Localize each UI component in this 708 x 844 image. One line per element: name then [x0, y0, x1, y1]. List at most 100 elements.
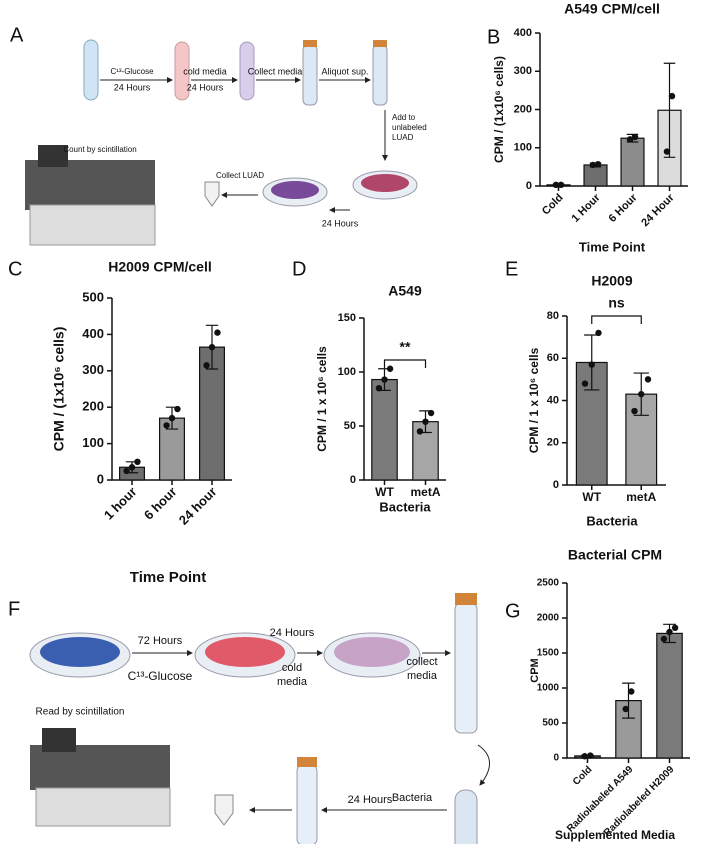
data-point	[174, 405, 181, 413]
schematic-label: C¹³-Glucose	[110, 67, 154, 76]
schematic-label: Add to	[392, 113, 416, 122]
y-tick-label: 1500	[537, 648, 560, 659]
y-tick-label: 400	[514, 27, 532, 39]
y-tick-label: 50	[344, 420, 356, 432]
data-point	[595, 329, 602, 337]
y-tick-label: 2500	[537, 578, 560, 589]
data-point	[557, 181, 565, 189]
data-point	[134, 458, 141, 465]
data-point	[208, 343, 216, 351]
x-tick-label: 24 hour	[176, 484, 220, 528]
significance-bracket	[591, 315, 642, 324]
x-axis-label: Bacteria	[379, 499, 431, 514]
panel-letter: D	[292, 258, 306, 280]
data-point	[128, 464, 136, 471]
y-tick-label: 300	[82, 362, 104, 377]
data-point	[622, 705, 629, 713]
schematic-label: Collect media	[248, 66, 303, 76]
bar	[583, 164, 608, 187]
y-tick-label: 1000	[537, 683, 560, 694]
data-point	[626, 136, 634, 143]
y-tick-label: 20	[547, 437, 559, 449]
significance-label: ns	[608, 295, 625, 311]
schematic-label: Count by scintillation	[63, 145, 136, 154]
data-point	[427, 409, 435, 417]
schematic-label: cold media	[183, 66, 227, 76]
bar	[625, 393, 658, 486]
data-point	[638, 390, 645, 398]
data-point	[386, 365, 394, 372]
bar	[656, 632, 683, 759]
schematic-label: 24 Hours	[348, 794, 393, 806]
data-point	[381, 376, 388, 383]
schematic-label: media	[277, 676, 308, 688]
schematic-label: Collect LUAD	[216, 171, 264, 180]
schematic-label: 24 Hours	[270, 627, 315, 639]
schematic-label: 24 Hours	[114, 82, 151, 92]
data-point	[644, 376, 652, 383]
y-tick-label: 400	[82, 326, 104, 341]
significance-label: **	[400, 339, 411, 355]
data-point	[589, 161, 597, 169]
y-tick-label: 500	[542, 718, 559, 729]
y-tick-label: 500	[82, 289, 104, 304]
y-tick-label: 200	[514, 103, 532, 115]
data-point	[581, 753, 588, 760]
y-tick-label: 80	[547, 310, 559, 322]
data-point	[631, 407, 638, 415]
x-tick-label: 24 Hour	[639, 191, 677, 229]
data-point	[168, 414, 176, 422]
x-tick-label: metA	[410, 485, 440, 499]
x-tick-label: 6 Hour	[607, 191, 641, 225]
x-axis-label: Bacteria	[586, 513, 638, 528]
y-tick-label: 150	[338, 312, 356, 324]
data-point	[671, 624, 679, 631]
schematic-label: 24 Hours	[187, 82, 224, 92]
y-tick-label: 200	[82, 399, 104, 414]
error-bar	[622, 682, 635, 719]
x-axis-label: Supplemented Media	[555, 828, 675, 842]
chart-title: H2009	[591, 273, 632, 289]
chart-title: H2009 CPM/cell	[108, 259, 212, 275]
y-tick-label: 0	[553, 753, 559, 764]
x-tick-label: 6 hour	[141, 484, 180, 523]
schematic-label: 72 Hours	[138, 635, 183, 647]
y-tick-label: 100	[338, 366, 356, 378]
chart-title: A549 CPM/cell	[564, 1, 660, 17]
data-point	[628, 688, 635, 695]
data-point	[631, 133, 639, 141]
panel-letter: F	[8, 598, 20, 620]
y-tick-label: 0	[350, 474, 356, 486]
y-tick-label: 0	[553, 479, 559, 491]
y-tick-label: 40	[547, 394, 559, 406]
data-point	[663, 148, 671, 155]
data-point	[203, 362, 210, 369]
y-axis-label: CPM / 1 x 10⁶ cells	[527, 347, 541, 453]
schematic-label: media	[407, 670, 438, 682]
x-tick-label: Cold	[571, 764, 594, 787]
x-tick-label: WT	[375, 485, 394, 499]
chart-title: A549	[388, 283, 422, 299]
error-bar	[663, 62, 676, 158]
data-point	[588, 361, 595, 368]
schematic-label: Aliquot sup.	[321, 66, 368, 76]
panel-letter: A	[10, 24, 24, 46]
data-point	[123, 467, 130, 475]
x-axis-label: Time Point	[130, 569, 206, 586]
x-tick-label: WT	[582, 490, 601, 504]
schematic-label: C¹³-Glucose	[128, 669, 193, 683]
data-point	[587, 752, 594, 759]
y-tick-label: 60	[547, 352, 559, 364]
schematic-label: Bacteria	[392, 792, 433, 804]
y-axis-label: CPM / (1x10⁶ cells)	[51, 327, 67, 452]
schematic-f	[29, 593, 490, 844]
data-point	[581, 380, 589, 387]
y-tick-label: 300	[514, 65, 532, 77]
data-point	[416, 428, 424, 435]
panel-letter: C	[8, 258, 22, 280]
data-point	[660, 635, 668, 643]
x-tick-label: Cold	[540, 192, 566, 218]
data-point	[214, 329, 221, 336]
data-point	[163, 422, 170, 429]
